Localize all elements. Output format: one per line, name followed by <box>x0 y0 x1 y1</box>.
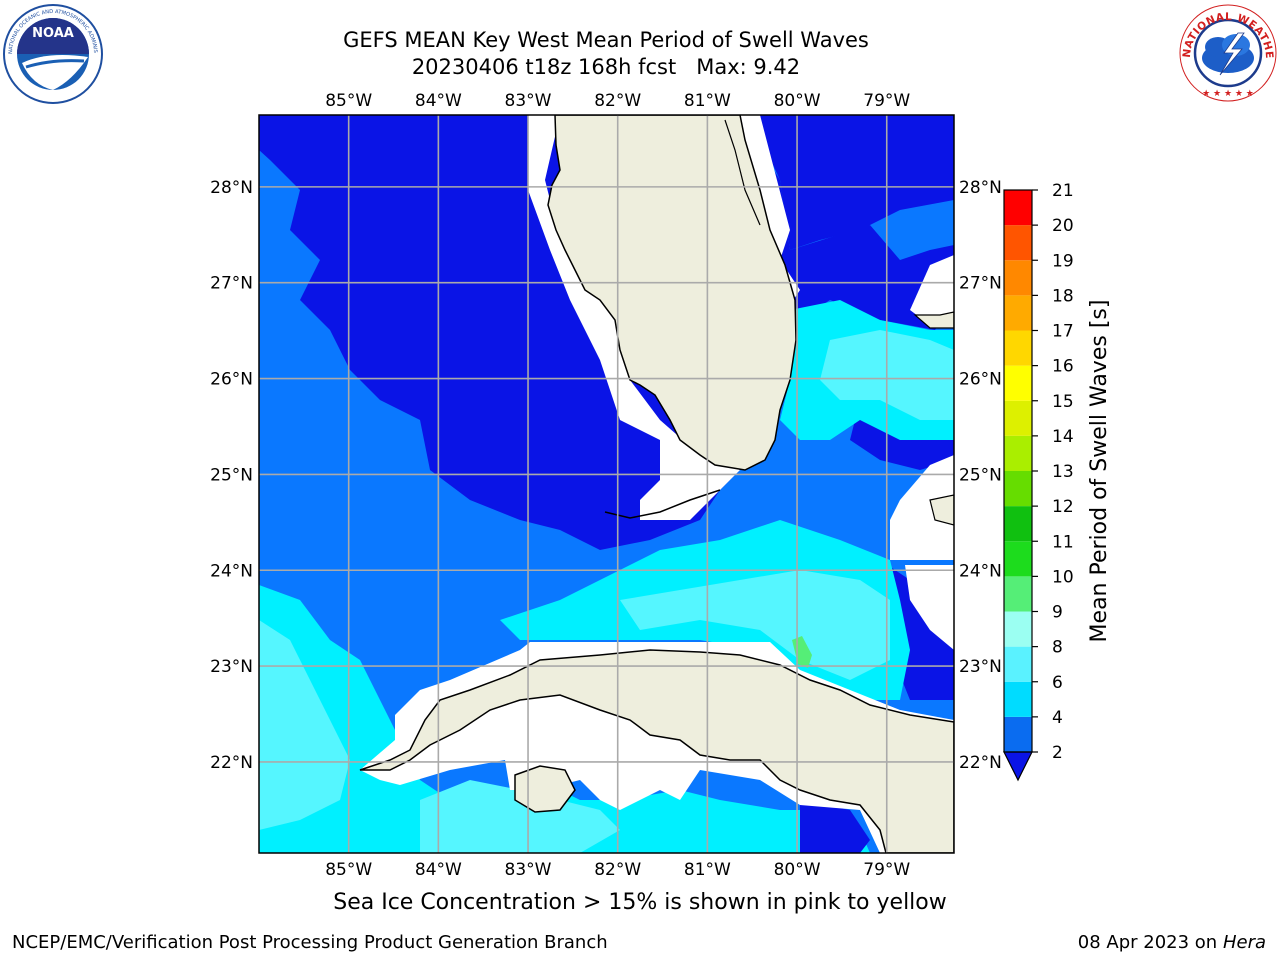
lat-label-left: 27°N <box>210 274 253 294</box>
footer-producer: NCEP/EMC/Verification Post Processing Pr… <box>12 932 608 953</box>
lat-label-left: 25°N <box>210 465 253 485</box>
colorbar-under-extension <box>1003 751 1033 782</box>
colorbar-segment <box>1004 295 1032 331</box>
ocean-light-cyan-straits <box>620 570 890 680</box>
colorbar-segment <box>1004 716 1032 752</box>
colorbar-segment <box>1004 365 1032 401</box>
lat-label-right: 26°N <box>959 370 1002 390</box>
ocean-light-cyan-southwest <box>259 620 350 830</box>
lat-label-right: 28°N <box>959 178 1002 198</box>
lon-label-bottom: 85°W <box>325 860 372 880</box>
footer-host: Hera <box>1222 932 1266 953</box>
colorbar-tick-label: 15 <box>1052 392 1074 412</box>
colorbar: 2 4 6 8 9 10 11 12 13 14 15 16 17 18 19 20 21 <box>1003 181 1074 782</box>
ocean-cyan-southwest <box>259 585 870 853</box>
lat-label-left: 22°N <box>210 753 253 773</box>
lat-label-left: 24°N <box>210 561 253 581</box>
map-graticule <box>259 115 954 853</box>
colorbar-tick-label: 17 <box>1052 322 1074 342</box>
lon-label-top: 81°W <box>684 91 731 111</box>
colorbar-segment <box>1004 260 1032 296</box>
ocean-deep-blue-south <box>800 800 870 853</box>
colorbar-tick-label: 6 <box>1052 673 1063 693</box>
colorbar-segment <box>1004 611 1032 647</box>
lon-label-top: 83°W <box>505 91 552 111</box>
bahamas-island <box>929 494 954 526</box>
lon-label-bottom: 81°W <box>684 860 731 880</box>
svg-text:★ ★ ★ ★ ★: ★ ★ ★ ★ ★ <box>1202 89 1254 99</box>
lon-label-bottom: 83°W <box>505 860 552 880</box>
colorbar-segment <box>1004 646 1032 682</box>
lon-label-top: 85°W <box>325 91 372 111</box>
lon-label-bottom: 82°W <box>594 860 641 880</box>
nws-logo: NATIONAL WEATHER SERVICE ★ ★ ★ ★ ★ <box>1178 3 1277 102</box>
colorbar-segment <box>1004 471 1032 507</box>
lat-label-right: 24°N <box>959 561 1002 581</box>
sea-ice-caption: Sea Ice Concentration > 15% is shown in … <box>333 890 947 915</box>
map-frame <box>258 114 955 854</box>
lon-label-bottom: 80°W <box>774 860 821 880</box>
lat-label-left: 28°N <box>210 178 253 198</box>
colorbar-tick-label: 20 <box>1052 216 1074 236</box>
masked-coastal-zone-east <box>890 455 954 560</box>
colorbar-tick-label: 18 <box>1052 286 1074 306</box>
colorbar-tick-label: 4 <box>1052 708 1063 728</box>
lat-label-right: 22°N <box>959 753 1002 773</box>
footer-date-host: 08 Apr 2023 on Hera <box>1078 932 1266 953</box>
footer-date: 08 Apr 2023 on <box>1077 932 1218 953</box>
colorbar-segment <box>1004 576 1032 612</box>
colorbar-tick-label: 16 <box>1052 357 1074 377</box>
colorbar-segment <box>1004 681 1032 717</box>
noaa-logo: NOAA NATIONAL OCEANIC AND ATMOSPHERIC AD… <box>2 3 103 104</box>
lon-label-top: 82°W <box>594 91 641 111</box>
chart-title: GEFS MEAN Key West Mean Period of Swell … <box>343 28 869 52</box>
colorbar-tick-label: 12 <box>1052 497 1074 517</box>
grand-bahama <box>913 311 954 329</box>
florida-keys <box>604 489 721 519</box>
ocean-light-cyan-south <box>420 780 620 853</box>
colorbar-segment <box>1004 435 1032 471</box>
lat-label-right: 25°N <box>959 465 1002 485</box>
lon-label-top: 79°W <box>863 91 910 111</box>
masked-coastal-zone-bahamas <box>910 255 954 325</box>
lon-label-bottom: 84°W <box>415 860 462 880</box>
colorbar-tick-label: 11 <box>1052 532 1074 552</box>
lon-label-top: 84°W <box>415 91 462 111</box>
colorbar-tick-label: 21 <box>1052 181 1074 201</box>
cuba-landmass <box>359 649 954 853</box>
colorbar-segment <box>1004 506 1032 542</box>
florida-landmass <box>547 115 797 471</box>
masked-coastal-zone-east-2 <box>905 565 954 650</box>
svg-text:NOAA: NOAA <box>32 26 74 41</box>
chart-subtitle: 20230406 t18z 168h fcst Max: 9.42 <box>411 55 801 79</box>
lat-label-right: 27°N <box>959 274 1002 294</box>
map-field <box>259 115 954 853</box>
colorbar-segment <box>1004 225 1032 261</box>
masked-coastal-zone-florida <box>528 115 740 520</box>
ocean-deep-blue-north <box>750 115 954 250</box>
colorbar-tick-label: 10 <box>1052 567 1074 587</box>
isla-de-la-juventud <box>514 765 576 813</box>
colorbar-tick-label: 8 <box>1052 638 1063 658</box>
lon-label-top: 80°W <box>774 91 821 111</box>
colorbar-segment <box>1004 400 1032 436</box>
florida-east-coastline <box>724 119 761 226</box>
colorbar-label: Mean Period of Swell Waves [s] <box>1087 300 1112 643</box>
colorbar-tick-label: 19 <box>1052 251 1074 271</box>
colorbar-tick-label: 2 <box>1052 743 1063 763</box>
lat-label-left: 26°N <box>210 370 253 390</box>
colorbar-tick-label: 13 <box>1052 462 1074 482</box>
colorbar-segment <box>1004 330 1032 366</box>
lat-label-right: 23°N <box>959 657 1002 677</box>
map-axis-labels: 85°W 85°W 84°W 84°W 83°W 83°W 82°W 82°W 81°W 81°W… <box>210 91 1002 880</box>
lat-label-left: 23°N <box>210 657 253 677</box>
colorbar-segment <box>1004 190 1032 226</box>
lon-label-bottom: 79°W <box>863 860 910 880</box>
colorbar-tick-label: 14 <box>1052 427 1074 447</box>
colorbar-segment <box>1004 541 1032 577</box>
colorbar-tick-label: 9 <box>1052 603 1063 623</box>
